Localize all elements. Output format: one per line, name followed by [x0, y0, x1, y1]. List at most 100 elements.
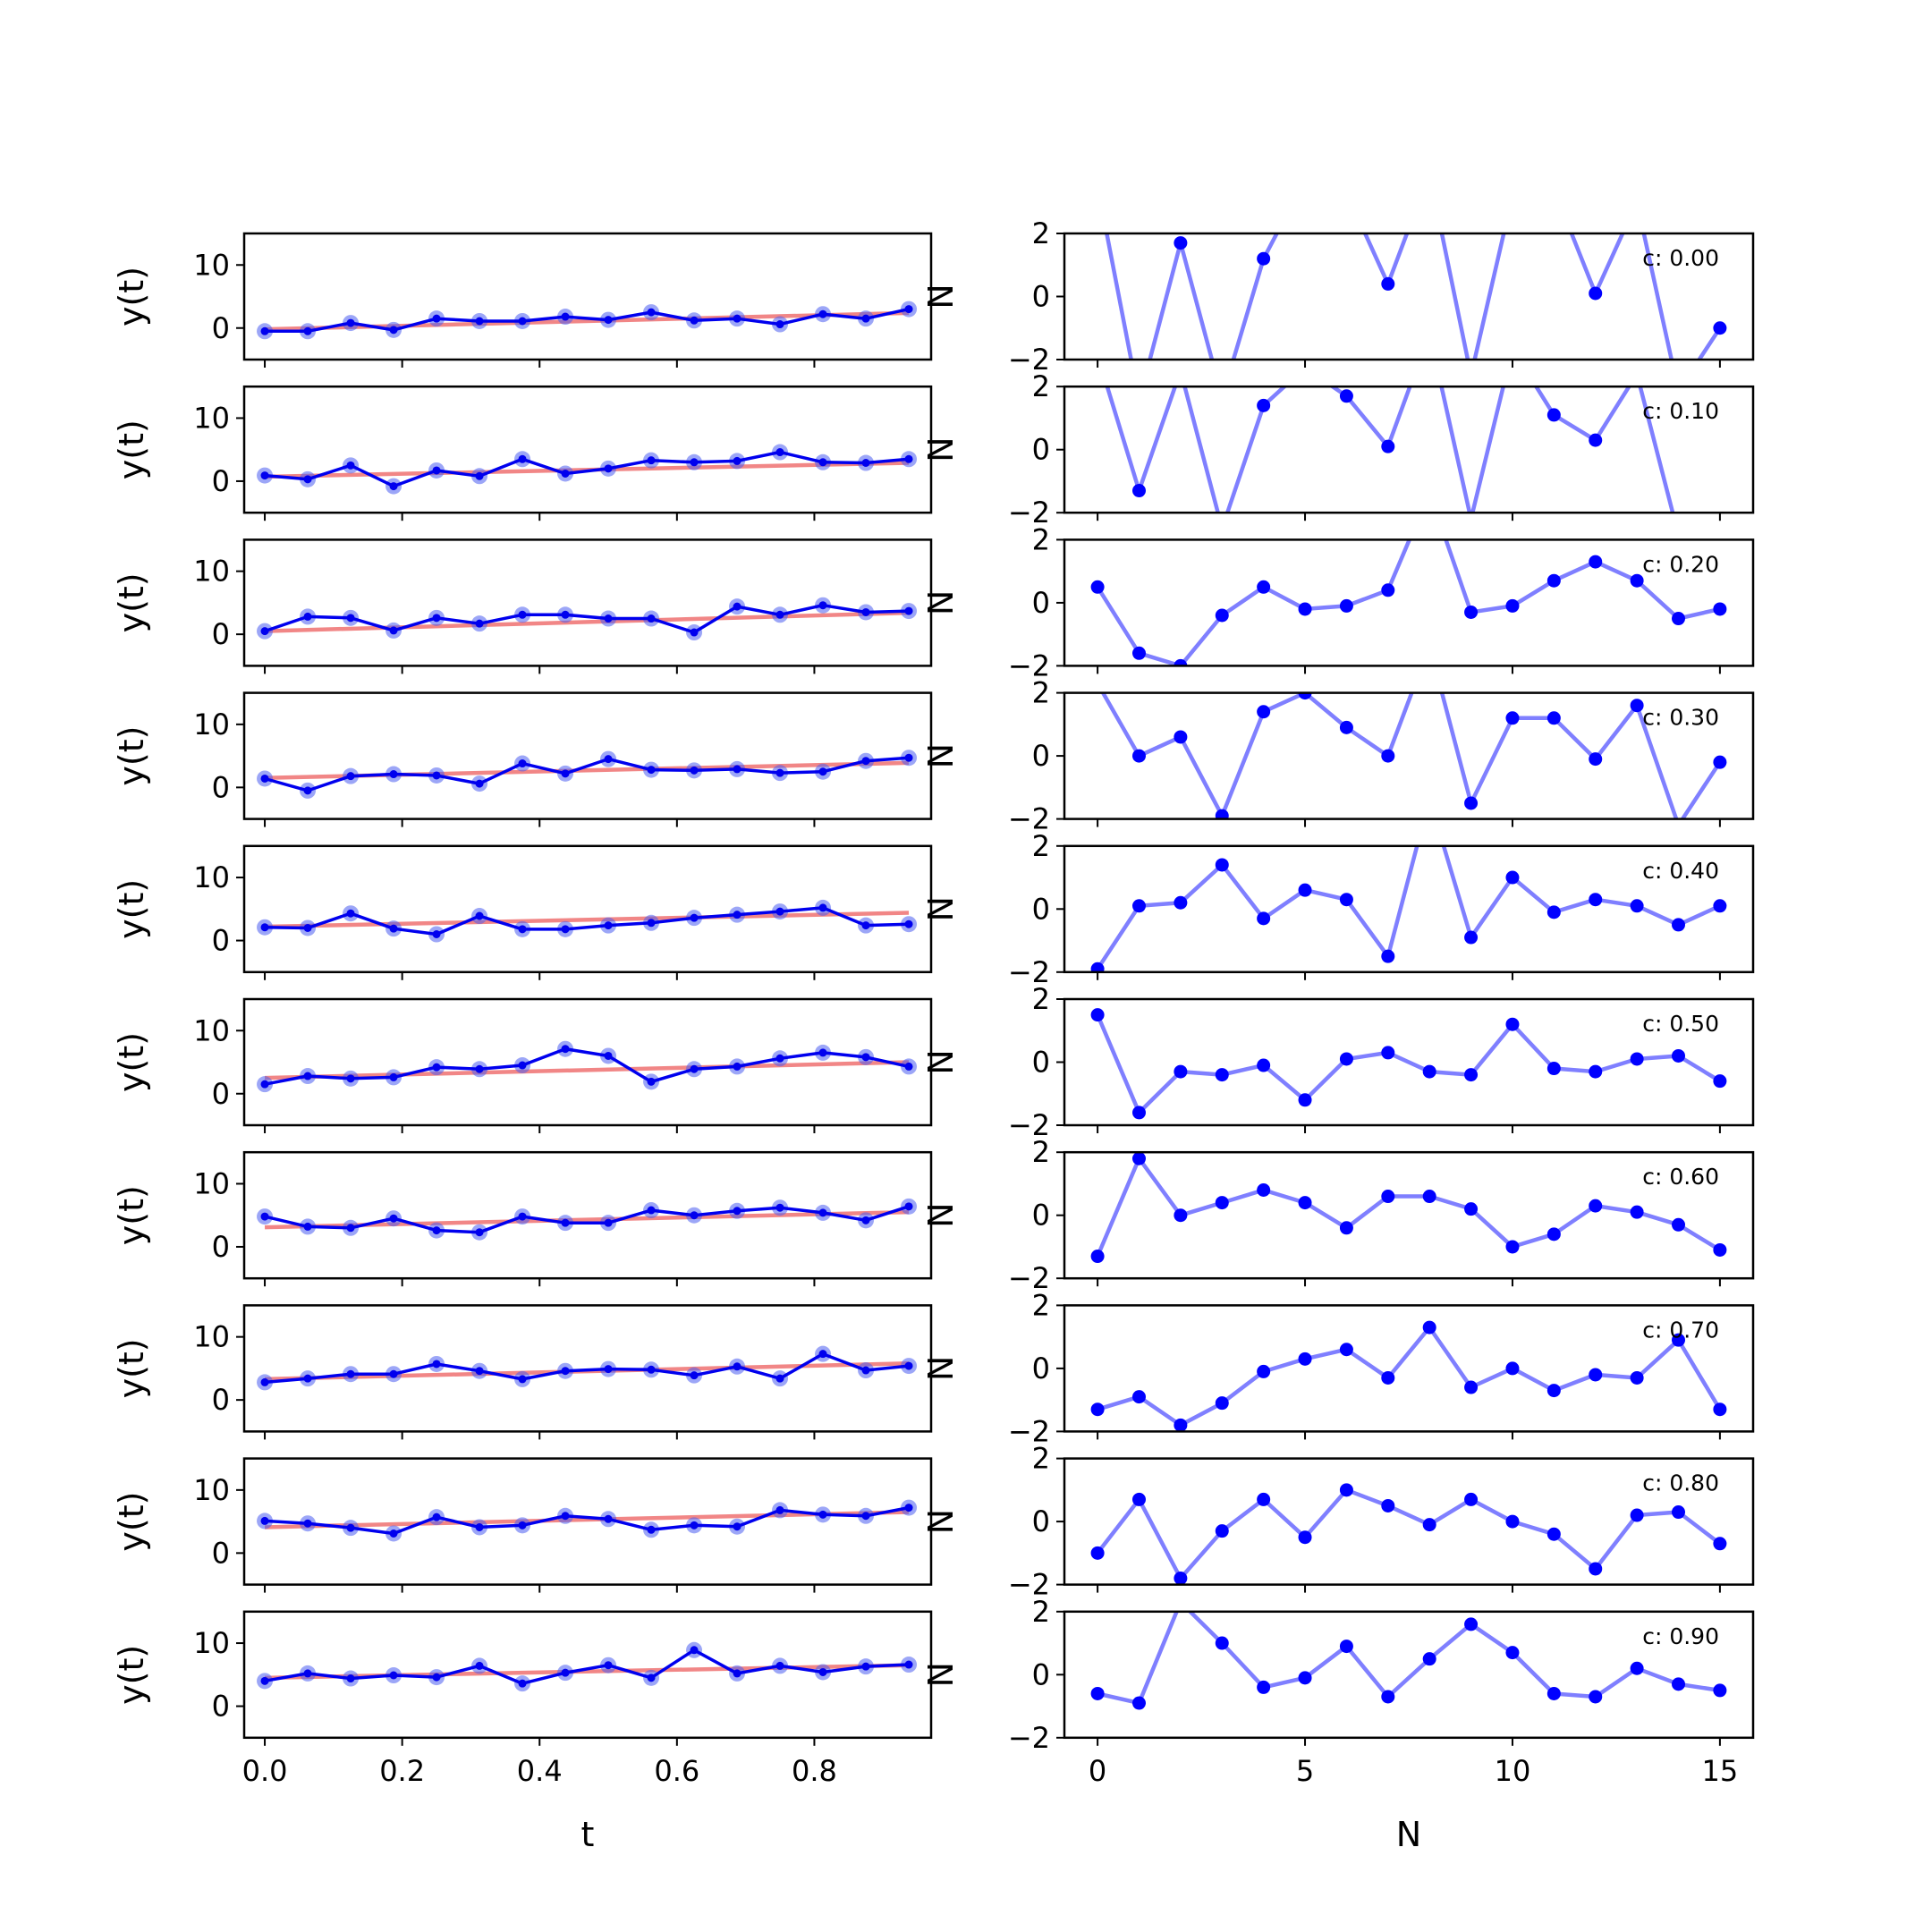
panel-annotation: c: 0.50: [1642, 1011, 1719, 1037]
observed-point: [604, 1218, 613, 1227]
innovation-point: [1546, 573, 1561, 588]
innovation-point: [1546, 408, 1561, 422]
observed-point: [432, 930, 441, 938]
observed-point: [647, 1077, 656, 1086]
innovation-point: [1091, 677, 1105, 691]
observed-point: [432, 1513, 441, 1521]
observed-point: [818, 1510, 827, 1519]
observed-point: [604, 614, 613, 623]
left-panel-7: 0 10 y(t): [112, 1304, 933, 1440]
innovation-point: [1464, 930, 1479, 945]
observed-point: [861, 459, 870, 468]
innovation-point: [1090, 1546, 1105, 1560]
innovation-point: [1589, 555, 1603, 569]
innovation-point: [1505, 598, 1520, 613]
right-ytick-label: 0: [1032, 892, 1050, 926]
innovation-point: [1589, 1199, 1603, 1213]
innovation-point: [1546, 1686, 1561, 1700]
innovation-point: [1505, 711, 1520, 725]
observed-point: [690, 1371, 699, 1380]
innovation-point: [1546, 1384, 1561, 1398]
innovation-point: [1422, 1652, 1436, 1666]
observed-point: [260, 1516, 269, 1525]
innovation-point: [1298, 1093, 1312, 1107]
observed-point: [432, 614, 441, 623]
left-xtick-label: 0.4: [517, 1754, 563, 1788]
right-ytick-label: 0: [1032, 1657, 1050, 1691]
innovation-point: [1630, 699, 1644, 713]
left-axes-frame: [242, 232, 933, 361]
left-panel-0: 0 10 y(t): [112, 232, 933, 368]
observed-point: [904, 1361, 913, 1370]
innovation-point: [1381, 1370, 1395, 1385]
observed-point: [690, 628, 699, 637]
observed-point: [475, 619, 484, 628]
left-plot-area: [257, 444, 918, 495]
observed-point: [690, 1521, 699, 1530]
innovation-point: [1713, 755, 1727, 769]
observed-point: [861, 921, 870, 930]
observed-point: [904, 753, 913, 762]
fit-line: [264, 911, 910, 929]
observed-point: [861, 757, 870, 766]
left-ytick-label: 0: [212, 1383, 230, 1417]
observed-point: [260, 774, 269, 783]
innovation-point: [1713, 602, 1727, 616]
right-ytick-label: 2: [1032, 1135, 1050, 1169]
observed-point: [733, 765, 741, 774]
observed-point: [518, 610, 527, 619]
innovation-point: [1464, 1380, 1479, 1394]
innovation-point: [1505, 1017, 1520, 1031]
observed-point: [904, 919, 913, 928]
right-ytick-label: −2: [1008, 1721, 1050, 1755]
observed-point: [647, 1206, 656, 1215]
innovation-point: [1090, 1686, 1105, 1700]
innovation-point: [1672, 1217, 1686, 1232]
observed-point: [518, 1061, 527, 1070]
left-axes-frame: [242, 844, 933, 974]
right-ytick-label: 2: [1032, 522, 1050, 556]
innovation-point: [1131, 1696, 1146, 1710]
right-panel-0: −2 0 2 c: 0.00 N: [921, 216, 1755, 377]
observed-line: [265, 307, 910, 334]
innovation-point: [1215, 1196, 1229, 1210]
observed-point: [346, 1523, 355, 1532]
innovation-point: [1257, 251, 1271, 266]
observed-point: [561, 925, 570, 934]
right-xtick-label: 5: [1296, 1754, 1314, 1788]
right-axes-frame: [1063, 844, 1755, 974]
right-ytick-label: 2: [1032, 676, 1050, 710]
right-panel-4: −2 0 2 c: 0.40 N: [921, 829, 1755, 989]
right-ylabel: N: [921, 590, 961, 615]
innovation-point: [1381, 1190, 1395, 1204]
fit-line: [264, 1510, 910, 1530]
innovation-point: [1257, 1364, 1271, 1378]
observed-point: [904, 1504, 913, 1513]
observed-point: [518, 1375, 527, 1384]
observed-point: [303, 1374, 312, 1383]
innovation-point: [1339, 1052, 1353, 1066]
right-axes-frame: [1063, 385, 1755, 514]
left-plot-area: [257, 750, 918, 799]
right-ylabel: N: [921, 436, 961, 462]
innovation-point: [1630, 1370, 1644, 1385]
innovation-point: [1381, 1498, 1395, 1513]
left-plot-area: [257, 597, 918, 641]
right-axes-frame: [1063, 1304, 1755, 1433]
left-plot-area: [257, 899, 918, 943]
observed-point: [604, 1514, 613, 1523]
innovation-point: [1464, 1068, 1479, 1082]
innovation-line: [1105, 233, 1722, 360]
observed-point: [647, 1525, 656, 1534]
innovation-point: [1713, 1537, 1727, 1551]
observed-point: [604, 1365, 613, 1374]
observed-point: [475, 779, 484, 788]
innovation-point: [1589, 1690, 1603, 1704]
innovation-point: [1589, 1064, 1603, 1079]
observed-point: [690, 766, 699, 775]
right-axes-frame: [1063, 1150, 1755, 1280]
observed-point: [690, 1646, 699, 1655]
observed-point: [775, 448, 784, 457]
innovation-point: [1215, 608, 1229, 623]
left-plot-area: [257, 1641, 918, 1692]
